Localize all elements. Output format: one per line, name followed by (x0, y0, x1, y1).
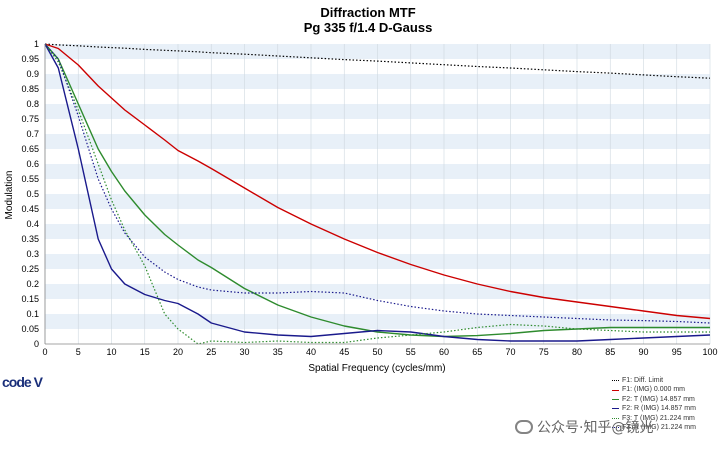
x-tick-label: 45 (339, 347, 349, 357)
series-line-6 (44, 43, 711, 324)
y-tick-label: 0.1 (26, 309, 39, 319)
x-tick-label: 50 (372, 347, 382, 357)
x-tick-label: 70 (505, 347, 515, 357)
legend-swatch (612, 380, 619, 382)
legend: F1: Diff. Limit F1: (IMG) 0.000 mm F2: T (… (612, 376, 696, 432)
legend-swatch (612, 427, 619, 429)
x-tick-label: 80 (572, 347, 582, 357)
x-tick-label: 100 (702, 347, 717, 357)
x-tick-label: 75 (539, 347, 549, 357)
x-tick-label: 0 (42, 347, 47, 357)
legend-label: F2: R (IMG) 14.857 mm (622, 405, 696, 413)
y-axis-label: Modulation (4, 171, 15, 220)
y-tick-label: 0.25 (21, 264, 39, 274)
legend-item: F2: R (IMG) 14.857 mm (612, 404, 696, 413)
x-axis-label: Spatial Frequency (cycles/mm) (308, 363, 445, 374)
y-tick-label: 0.85 (21, 84, 39, 94)
y-tick-label: 0.65 (21, 144, 39, 154)
legend-label: F2: T (IMG) 14.857 mm (622, 395, 695, 403)
legend-label: F1: Diff. Limit (622, 377, 664, 384)
watermark-text: 公众号·知乎@镜光 (537, 420, 654, 436)
y-tick-label: 0.3 (26, 249, 39, 259)
x-tick-label: 55 (406, 347, 416, 357)
y-tick-label: 1 (34, 39, 39, 49)
legend-item: F2: T (IMG) 14.857 mm (612, 395, 696, 404)
x-tick-label: 5 (76, 347, 81, 357)
series-line-1 (44, 43, 711, 79)
x-tick-label: 95 (672, 347, 682, 357)
x-tick-label: 15 (140, 347, 150, 357)
chart-subtitle: Pg 335 f/1.4 D-Gauss (303, 20, 433, 35)
grid-lines (44, 44, 711, 344)
y-tick-label: 0.7 (26, 129, 39, 139)
legend-item: F1: (IMG) 0.000 mm (612, 385, 696, 394)
y-tick-label: 0.75 (21, 114, 39, 124)
x-tick-label: 10 (106, 347, 116, 357)
x-tick-label: 40 (306, 347, 316, 357)
chart-title: Diffraction MTF (320, 5, 416, 20)
codev-logo: code V (2, 374, 43, 390)
y-tick-label: 0.35 (21, 234, 39, 244)
x-tick-label: 85 (605, 347, 615, 357)
y-tick-label: 0.15 (21, 294, 39, 304)
x-tick-label: 60 (439, 347, 449, 357)
chart-title-block: Diffraction MTF Pg 335 f/1.4 D-Gauss (0, 5, 728, 35)
x-tick-labels: 0 5 10 15 20 25 30 35 40 45 50 55 60 65 70 75 80 85 90 95 10… (42, 347, 717, 357)
axes (44, 44, 710, 345)
x-tick-label: 20 (173, 347, 183, 357)
y-tick-label: 0.4 (26, 219, 39, 229)
watermark: 公众号·知乎@镜光 (515, 417, 653, 437)
legend-swatch (612, 408, 619, 410)
legend-swatch (612, 417, 619, 419)
y-tick-labels: 0 0.05 0.1 0.15 0.2 0.25 0.3 0.35 0.4 0.45 0.5 0.55… (21, 39, 39, 349)
y-tick-label: 0.55 (21, 174, 39, 184)
x-tick-label: 65 (472, 347, 482, 357)
x-tick-label: 30 (239, 347, 249, 357)
x-tick-label: 35 (273, 347, 283, 357)
series-line-4 (44, 43, 711, 342)
legend-swatch (612, 399, 619, 401)
legend-item: F1: Diff. Limit (612, 376, 696, 385)
y-tick-label: 0.95 (21, 54, 39, 64)
y-tick-label: 0.05 (21, 324, 39, 334)
legend-item: F3: R (IMG) 21.224 mm (612, 423, 696, 432)
y-tick-label: 0.9 (26, 69, 39, 79)
legend-label: F3: R (IMG) 21.224 mm (622, 424, 696, 432)
x-tick-label: 90 (638, 347, 648, 357)
y-tick-label: 0.8 (26, 99, 39, 109)
y-tick-label: 0.2 (26, 279, 39, 289)
x-tick-label: 25 (206, 347, 216, 357)
y-tick-label: 0 (34, 339, 39, 349)
series-line-2 (44, 43, 711, 320)
wechat-icon (515, 420, 533, 434)
y-tick-label: 0.45 (21, 204, 39, 214)
series-line-5 (44, 43, 710, 345)
legend-item: F3: T (IMG) 21.224 mm (612, 414, 696, 423)
legend-label: F3: T (IMG) 21.224 mm (622, 414, 695, 422)
legend-swatch (612, 389, 619, 391)
series-layer (44, 43, 711, 345)
series-line-3 (44, 43, 710, 338)
y-tick-label: 0.6 (26, 159, 39, 169)
y-tick-label: 0.5 (26, 189, 39, 199)
legend-label: F1: (IMG) 0.000 mm (622, 386, 686, 394)
